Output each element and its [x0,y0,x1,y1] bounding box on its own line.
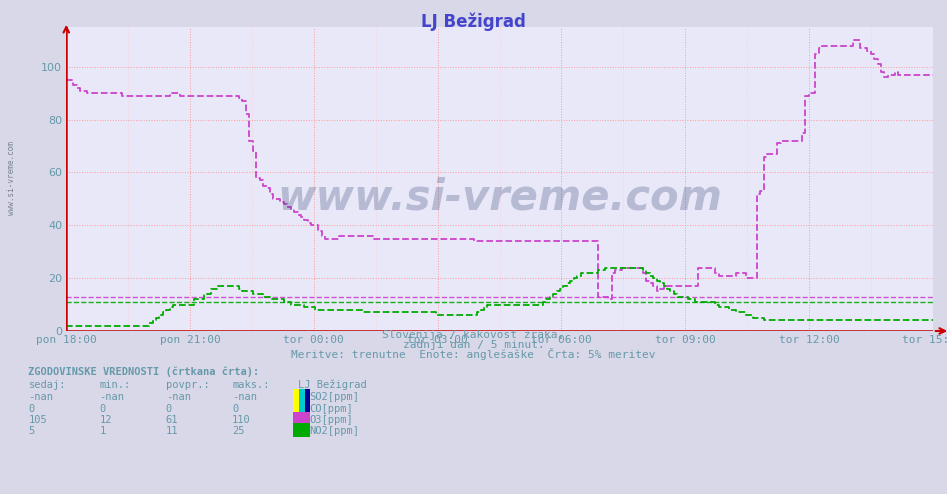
Text: -nan: -nan [99,392,124,402]
Text: 0: 0 [232,404,239,413]
Text: -nan: -nan [28,392,53,402]
Text: sedaj:: sedaj: [28,380,66,390]
Text: 12: 12 [99,415,112,425]
Text: Meritve: trenutne  Enote: anglešaške  Črta: 5% meritev: Meritve: trenutne Enote: anglešaške Črta… [292,348,655,360]
Text: ZGODOVINSKE VREDNOSTI (črtkana črta):: ZGODOVINSKE VREDNOSTI (črtkana črta): [28,367,259,377]
Text: O3[ppm]: O3[ppm] [310,415,353,425]
Text: Slovenija / kakovost zraka,: Slovenija / kakovost zraka, [383,330,564,340]
Text: -nan: -nan [232,392,257,402]
Text: 61: 61 [166,415,178,425]
Text: LJ Bežigrad: LJ Bežigrad [298,379,367,390]
Text: 0: 0 [166,404,172,413]
Text: 5: 5 [28,426,35,436]
Text: 1: 1 [99,426,106,436]
Text: 105: 105 [28,415,47,425]
Text: min.:: min.: [99,380,131,390]
Text: 25: 25 [232,426,244,436]
Text: SO2[ppm]: SO2[ppm] [310,392,360,402]
Text: www.si-vreme.com: www.si-vreme.com [277,176,722,218]
Text: NO2[ppm]: NO2[ppm] [310,426,360,436]
Text: 0: 0 [28,404,35,413]
Text: LJ Bežigrad: LJ Bežigrad [421,12,526,31]
Text: CO[ppm]: CO[ppm] [310,404,353,413]
Text: www.si-vreme.com: www.si-vreme.com [7,141,16,215]
Text: zadnji dan / 5 minut.: zadnji dan / 5 minut. [402,340,545,350]
Text: 110: 110 [232,415,251,425]
Text: -nan: -nan [166,392,190,402]
Text: 0: 0 [99,404,106,413]
Text: 11: 11 [166,426,178,436]
Text: povpr.:: povpr.: [166,380,209,390]
Text: maks.:: maks.: [232,380,270,390]
